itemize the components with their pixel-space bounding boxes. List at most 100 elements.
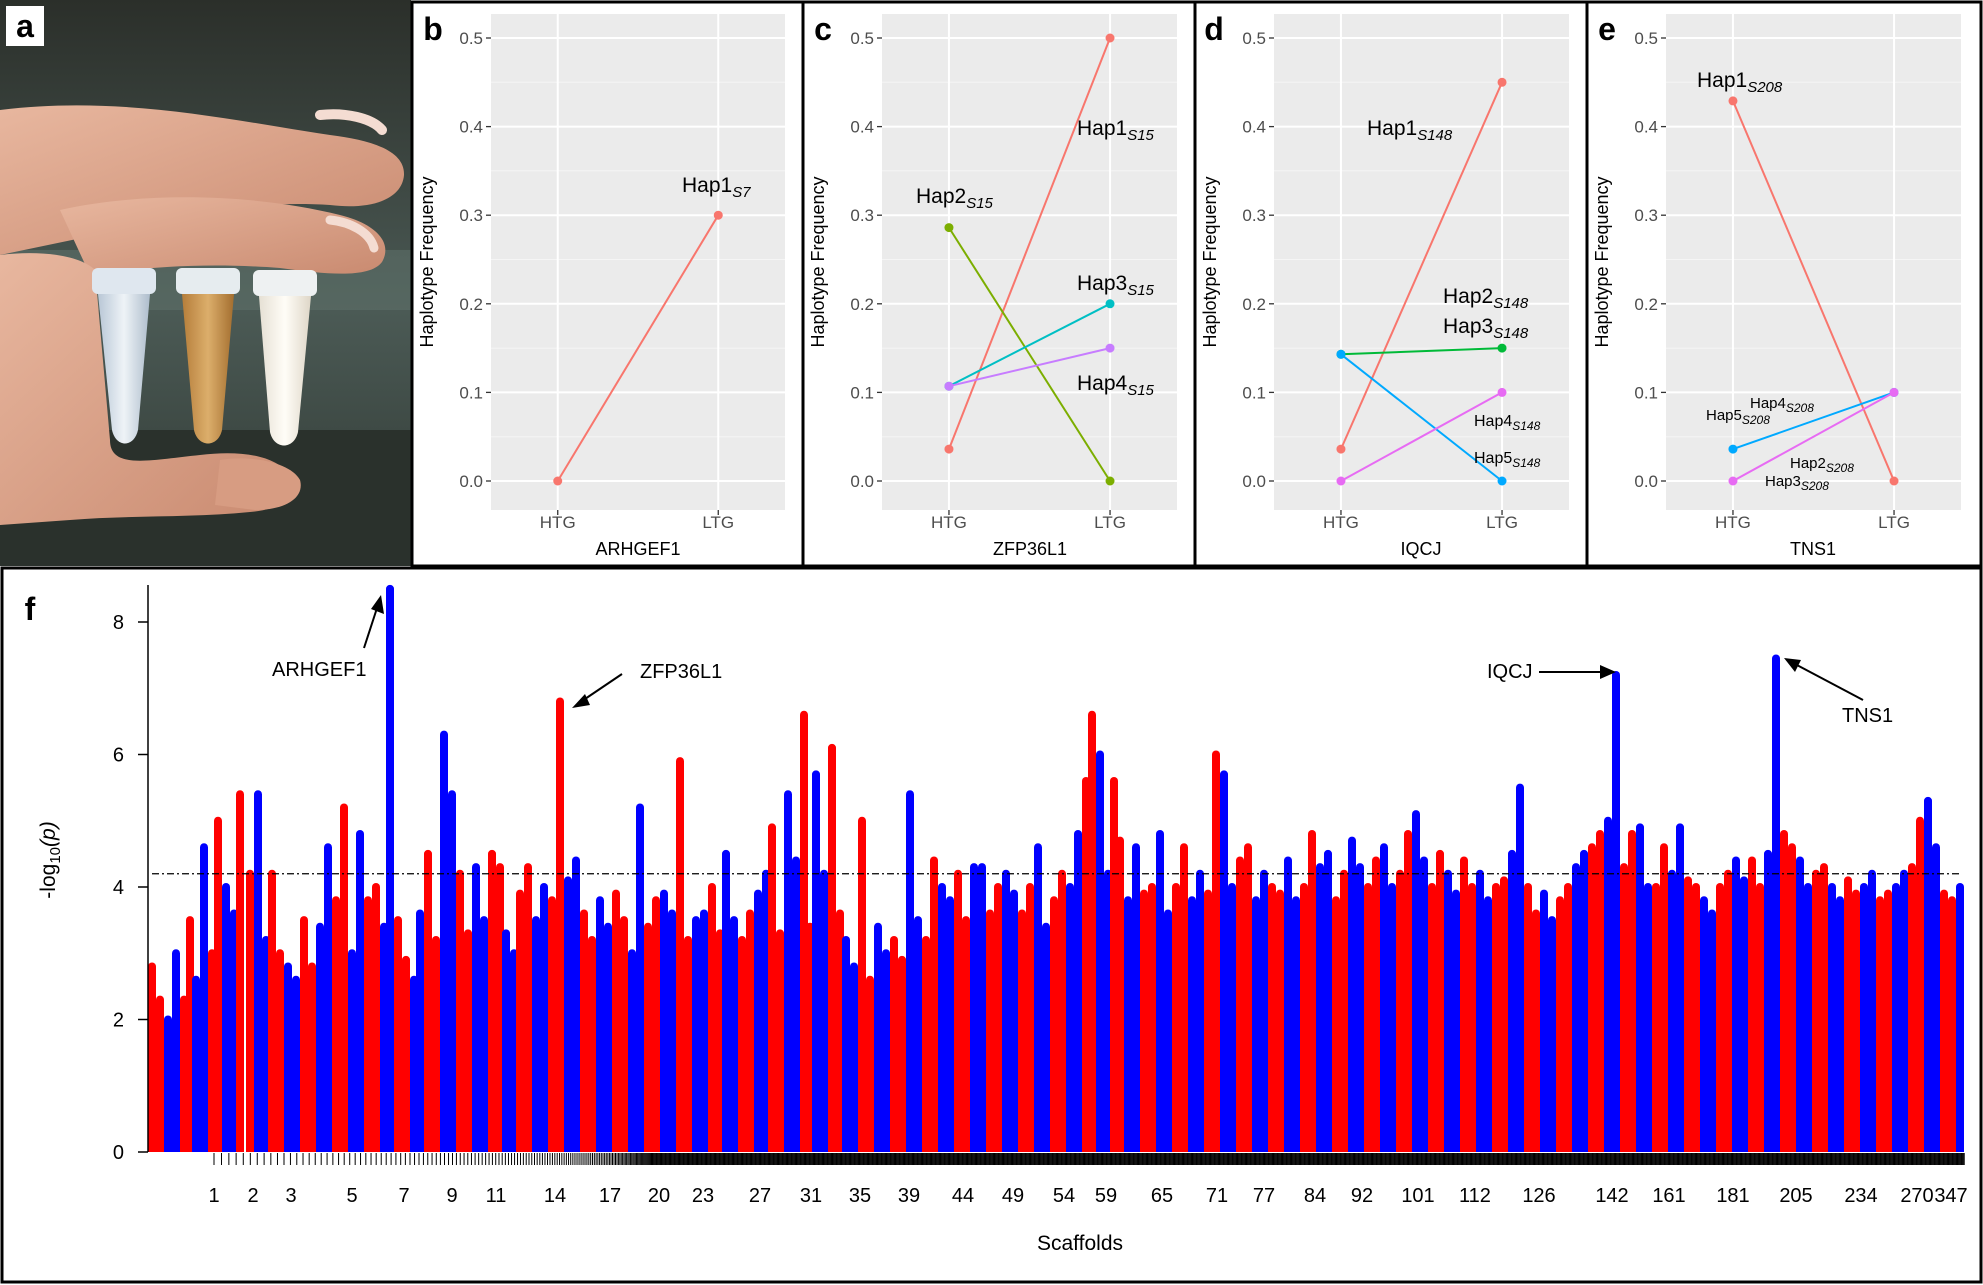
manhattan-snp-column <box>1010 893 1018 1152</box>
hap-label: Hap1S15 <box>1077 117 1155 144</box>
manhattan-snp-column <box>1088 714 1096 1152</box>
manhattan-snp-column <box>828 747 836 1152</box>
manhattan-snp-column <box>262 940 270 1152</box>
manhattan-snp-column <box>1652 887 1660 1152</box>
y-tick-label: 0.5 <box>1242 29 1266 48</box>
panel-c-chart: c 0.0 0.1 0.2 0.3 0.4 0.5 HTG LTG ZFP36L1 Hap… <box>808 11 1177 559</box>
manhattan-snp-point <box>1148 883 1156 891</box>
manhattan-snp-column <box>1380 847 1388 1152</box>
manhattan-snp-point <box>1324 849 1332 858</box>
manhattan-snp-point <box>1740 876 1748 885</box>
manhattan-snp-point <box>1212 750 1220 759</box>
manhattan-snp-column <box>954 873 962 1152</box>
scaffold-tick-label: 181 <box>1716 1185 1749 1207</box>
manhattan-snp-point <box>1532 909 1540 918</box>
manhattan-snp-column <box>1180 847 1188 1152</box>
series-line-hap4 <box>1340 391 1503 482</box>
manhattan-snp-column <box>692 920 700 1152</box>
scaffold-tick-label: 3 <box>285 1185 296 1207</box>
y-tick-label: 8 <box>113 612 124 634</box>
manhattan-snp-column <box>858 820 866 1152</box>
data-point-hap2 <box>1497 343 1507 353</box>
panel-label-f: f <box>25 591 36 627</box>
manhattan-snp-column <box>200 847 208 1152</box>
manhattan-snp-column <box>612 893 620 1152</box>
annotation-arrow <box>363 604 379 649</box>
data-point-hap2 <box>1728 476 1738 486</box>
manhattan-snp-column <box>1002 873 1010 1152</box>
y-tick-label: 0.1 <box>459 383 483 402</box>
manhattan-snp-column <box>292 979 300 1152</box>
manhattan-snp-column <box>1476 873 1484 1152</box>
manhattan-snp-column <box>668 913 676 1152</box>
manhattan-snp-column <box>1396 873 1404 1152</box>
annotation-tns1: TNS1 <box>1842 705 1893 727</box>
manhattan-snp-point <box>424 849 432 858</box>
manhattan-snp-point <box>1244 843 1252 852</box>
manhattan-snp-column <box>596 900 604 1152</box>
manhattan-snp-point <box>1034 843 1042 852</box>
scaffold-tick-label: 2 <box>247 1185 258 1207</box>
manhattan-snp-column <box>1356 867 1364 1152</box>
manhattan-snp-column <box>970 867 978 1152</box>
manhattan-snp-column <box>1212 754 1220 1152</box>
manhattan-snp-column <box>1580 853 1588 1152</box>
manhattan-snp-point <box>1884 889 1892 898</box>
manhattan-snp-column <box>1196 873 1204 1152</box>
manhattan-snp-column <box>1164 913 1172 1152</box>
scaffold-tick-label: 234 <box>1844 1185 1877 1207</box>
manhattan-snp-column <box>456 873 464 1152</box>
y-axis-title: Haplotype Frequency <box>417 176 437 347</box>
manhattan-snp-column <box>222 887 230 1152</box>
manhattan-snp-column <box>962 920 970 1152</box>
manhattan-snp-point <box>164 1015 172 1024</box>
data-point-hap1 <box>1889 476 1899 486</box>
plot-area-b <box>491 14 785 510</box>
data-point-hap3 <box>1105 299 1115 309</box>
manhattan-snp-point <box>1764 849 1772 858</box>
manhattan-snp-column <box>1932 847 1940 1152</box>
manhattan-snp-column <box>1236 860 1244 1152</box>
manhattan-snp-point <box>1924 796 1932 805</box>
manhattan-snp-point <box>898 955 906 964</box>
y-tick-label: 0.2 <box>1242 295 1266 314</box>
manhattan-snp-point <box>1940 889 1948 898</box>
series-line-hap4 <box>1732 391 1895 451</box>
manhattan-snp-column <box>402 959 410 1152</box>
panel-label-d: d <box>1204 11 1224 47</box>
manhattan-snp-column <box>676 761 684 1152</box>
manhattan-snp-point <box>746 909 754 918</box>
hap-label: Hap5S208 <box>1706 407 1770 427</box>
manhattan-snp-column <box>1660 847 1668 1152</box>
manhattan-snp-point <box>792 856 800 865</box>
y-tick-label: 2 <box>113 1010 124 1032</box>
manhattan-snp-point <box>768 823 776 832</box>
manhattan-snp-column <box>1042 926 1050 1152</box>
manhattan-snp-point <box>292 975 300 984</box>
manhattan-snp-point <box>1948 896 1956 905</box>
hap-label: Hap4S148 <box>1474 413 1541 433</box>
manhattan-snp-point <box>1548 916 1556 925</box>
manhattan-snp-column <box>1316 867 1324 1152</box>
manhattan-snp-point <box>524 863 532 872</box>
manhattan-snp-column <box>246 873 254 1152</box>
scaffold-tick-label: 31 <box>800 1185 822 1207</box>
x-axis-title: ZFP36L1 <box>993 539 1067 559</box>
manhattan-snp-column <box>746 913 754 1152</box>
manhattan-snp-point <box>1268 883 1276 891</box>
manhattan-snp-point <box>432 936 440 944</box>
manhattan-snp-point <box>556 697 564 706</box>
manhattan-snp-column <box>1340 873 1348 1152</box>
manhattan-snp-point <box>572 856 580 865</box>
manhattan-snp-column <box>882 953 890 1152</box>
manhattan-snp-point <box>1876 896 1884 905</box>
tube-milky <box>253 270 317 446</box>
manhattan-snp-column <box>1620 867 1628 1152</box>
arrowhead <box>1600 665 1616 679</box>
manhattan-snp-point <box>1524 883 1532 891</box>
x-tick-label-htg: HTG <box>1323 513 1359 532</box>
panel-a-photo: a <box>0 0 411 566</box>
manhattan-snp-point <box>866 975 874 984</box>
manhattan-snp-point <box>548 896 556 905</box>
x-tick-label-htg: HTG <box>931 513 967 532</box>
